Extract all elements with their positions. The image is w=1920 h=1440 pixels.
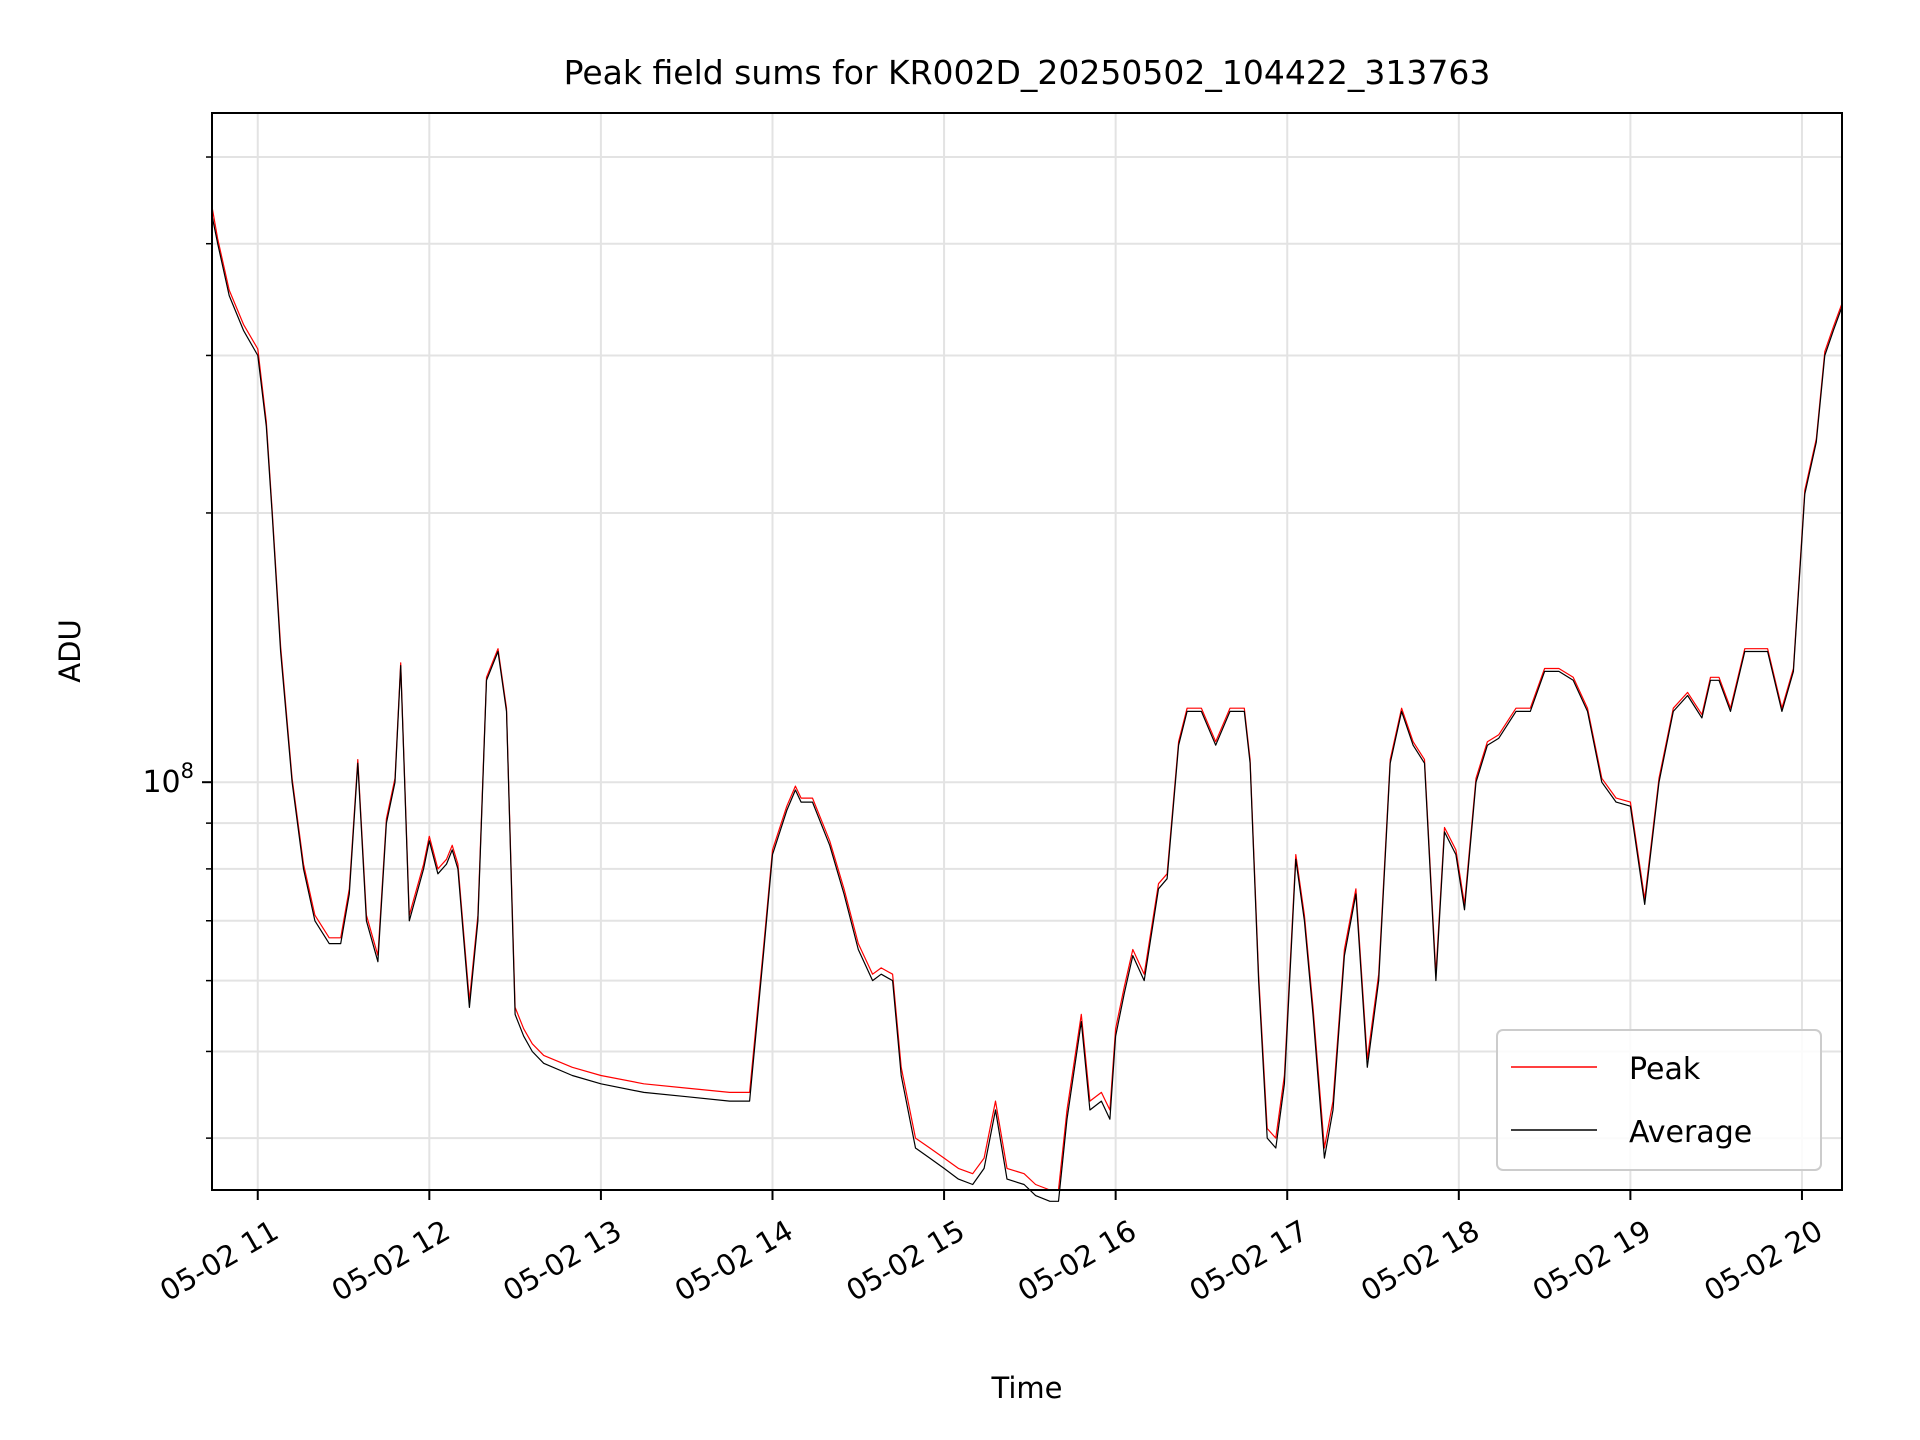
plot-area <box>211 206 1843 1202</box>
legend: Peak Average <box>1496 1029 1822 1171</box>
series-line-average <box>211 215 1843 1202</box>
legend-label-peak: Peak <box>1629 1052 1701 1087</box>
y-axis-ticks: 108 <box>142 156 212 1139</box>
y-axis-label: ADU <box>53 619 87 682</box>
series-line-peak <box>211 206 1843 1191</box>
legend-box <box>1496 1029 1822 1171</box>
y-tick-label: 108 <box>142 759 194 800</box>
legend-label-average: Average <box>1629 1115 1752 1150</box>
x-axis-label: Time <box>991 1371 1063 1405</box>
chart-title: Peak field sums for KR002D_20250502_1044… <box>564 53 1491 92</box>
axes-frame <box>211 112 1843 1191</box>
